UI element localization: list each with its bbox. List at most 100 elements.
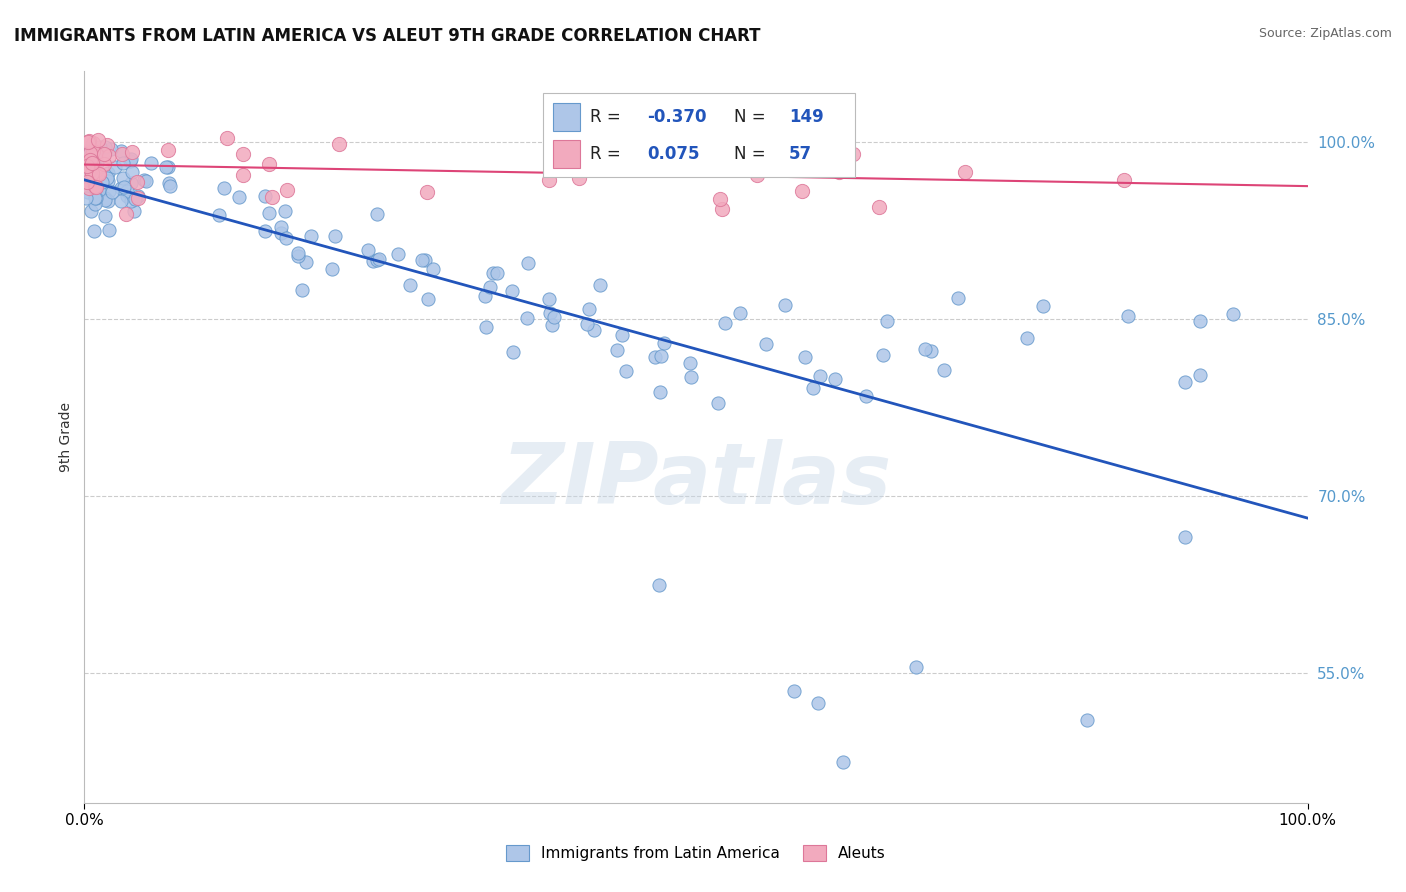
Text: ZIPatlas: ZIPatlas (501, 440, 891, 523)
Point (650, 349, 672, 363)
Point (1188, 368, 1211, 383)
Point (115, 189, 138, 203)
Point (387, 247, 409, 261)
Point (83, 157, 105, 171)
Point (77, 181, 100, 195)
Point (808, 368, 831, 383)
Point (270, 226, 292, 240)
Text: 149: 149 (789, 108, 824, 126)
Point (578, 302, 600, 317)
Point (83, 185, 105, 199)
Point (127, 189, 149, 203)
Point (84, 178, 107, 193)
Bar (553, 140, 579, 168)
Point (575, 318, 598, 332)
Point (1015, 330, 1038, 344)
Point (208, 208, 231, 222)
Bar (543, 94, 855, 178)
Point (842, 146, 865, 161)
Point (614, 364, 637, 378)
Point (612, 328, 634, 343)
Point (82, 136, 104, 151)
Point (872, 347, 894, 361)
Point (589, 277, 612, 292)
Point (828, 165, 851, 179)
Point (543, 310, 565, 324)
Point (422, 262, 444, 277)
Point (82, 145, 104, 159)
Point (80, 156, 103, 170)
Point (159, 179, 181, 194)
Point (90, 175, 112, 189)
Point (946, 291, 969, 305)
Point (79, 144, 101, 158)
Point (325, 229, 347, 244)
Point (127, 191, 149, 205)
Point (232, 168, 254, 182)
Point (77, 134, 100, 148)
Point (122, 203, 145, 218)
Point (98, 149, 121, 163)
Point (77, 142, 100, 156)
Point (1174, 530, 1197, 544)
Point (94, 140, 117, 154)
Point (76, 160, 98, 174)
Point (86, 133, 108, 147)
Point (299, 229, 322, 244)
Point (93, 157, 115, 171)
Text: 0.075: 0.075 (647, 145, 700, 163)
Point (114, 207, 136, 221)
Point (711, 202, 734, 216)
Point (516, 311, 538, 326)
Point (745, 168, 768, 182)
Point (139, 156, 162, 170)
Point (121, 165, 143, 179)
Point (582, 322, 605, 336)
Point (920, 344, 942, 359)
Point (94, 144, 117, 158)
Point (79, 173, 101, 187)
Point (792, 184, 814, 198)
Point (89, 183, 111, 197)
Point (97, 223, 120, 237)
Point (76, 175, 98, 189)
Point (228, 190, 250, 204)
Point (502, 345, 524, 359)
Point (291, 283, 314, 297)
Point (97, 194, 120, 208)
Point (87, 166, 110, 180)
Point (794, 350, 817, 364)
Point (775, 298, 797, 312)
Point (262, 190, 284, 204)
Point (714, 316, 737, 330)
Point (86, 155, 108, 169)
Point (257, 206, 280, 220)
Text: 57: 57 (789, 145, 813, 163)
Point (73, 165, 96, 179)
Point (110, 145, 132, 159)
Point (728, 306, 751, 320)
Point (96, 171, 118, 186)
Point (84, 180, 107, 194)
Point (824, 372, 846, 386)
Point (356, 243, 378, 257)
Point (80, 177, 103, 191)
Point (411, 252, 433, 267)
Point (583, 150, 606, 164)
Point (112, 180, 135, 194)
Point (1076, 713, 1098, 727)
Point (121, 145, 143, 159)
Legend: Immigrants from Latin America, Aleuts: Immigrants from Latin America, Aleuts (506, 845, 886, 861)
Point (801, 381, 824, 395)
Point (112, 156, 135, 170)
Point (83, 145, 105, 160)
Point (605, 146, 627, 161)
Point (1188, 314, 1211, 328)
Point (274, 204, 297, 219)
Point (73, 168, 96, 182)
Point (399, 277, 422, 292)
Point (538, 292, 561, 306)
Point (831, 755, 853, 769)
Point (79, 146, 101, 161)
Point (482, 266, 505, 280)
